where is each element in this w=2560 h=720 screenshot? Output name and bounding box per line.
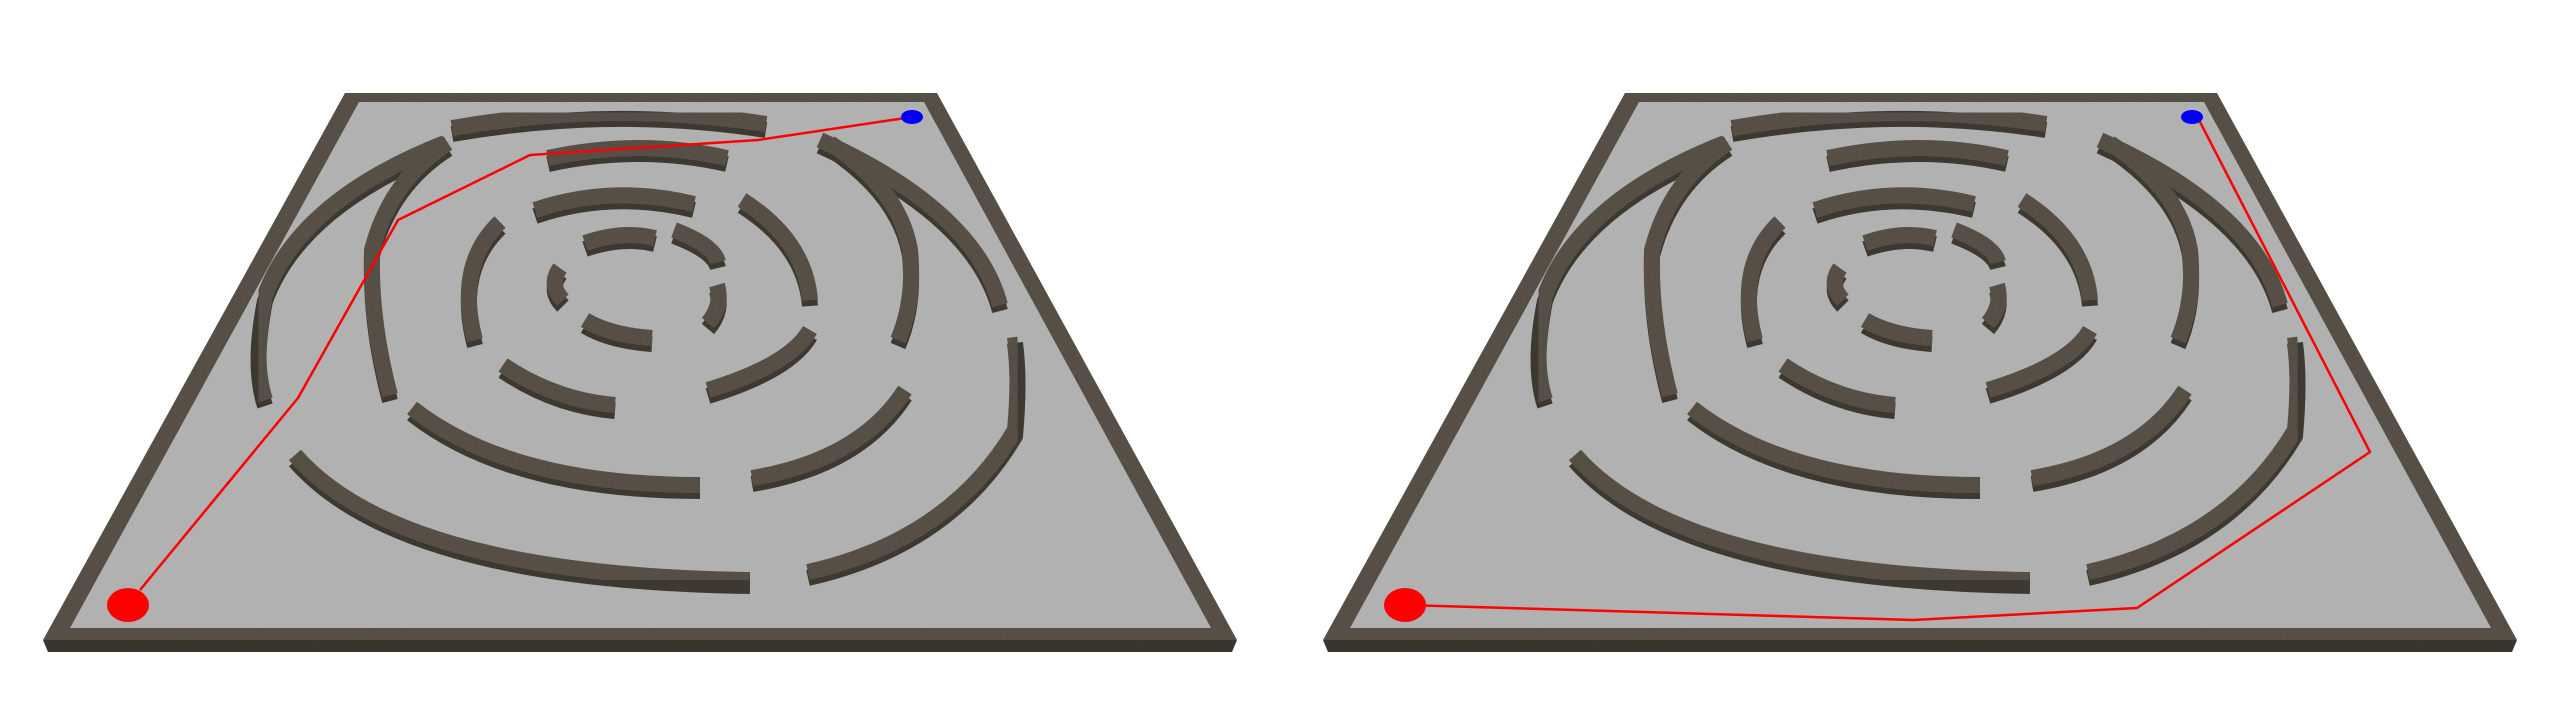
maze-panel-left: [43, 93, 1237, 652]
maze-walls: [1530, 104, 2306, 594]
start-marker: [1384, 588, 1426, 622]
maze-walls: [250, 104, 1026, 594]
start-marker: [107, 588, 149, 622]
goal-marker: [2181, 110, 2203, 124]
maze-path: [139, 115, 913, 591]
maze-floor: [70, 102, 1211, 628]
maze-path: [1404, 117, 2372, 622]
maze-panel-right: [1323, 93, 2517, 652]
goal-marker: [901, 110, 923, 124]
maze-floor: [1350, 102, 2491, 628]
